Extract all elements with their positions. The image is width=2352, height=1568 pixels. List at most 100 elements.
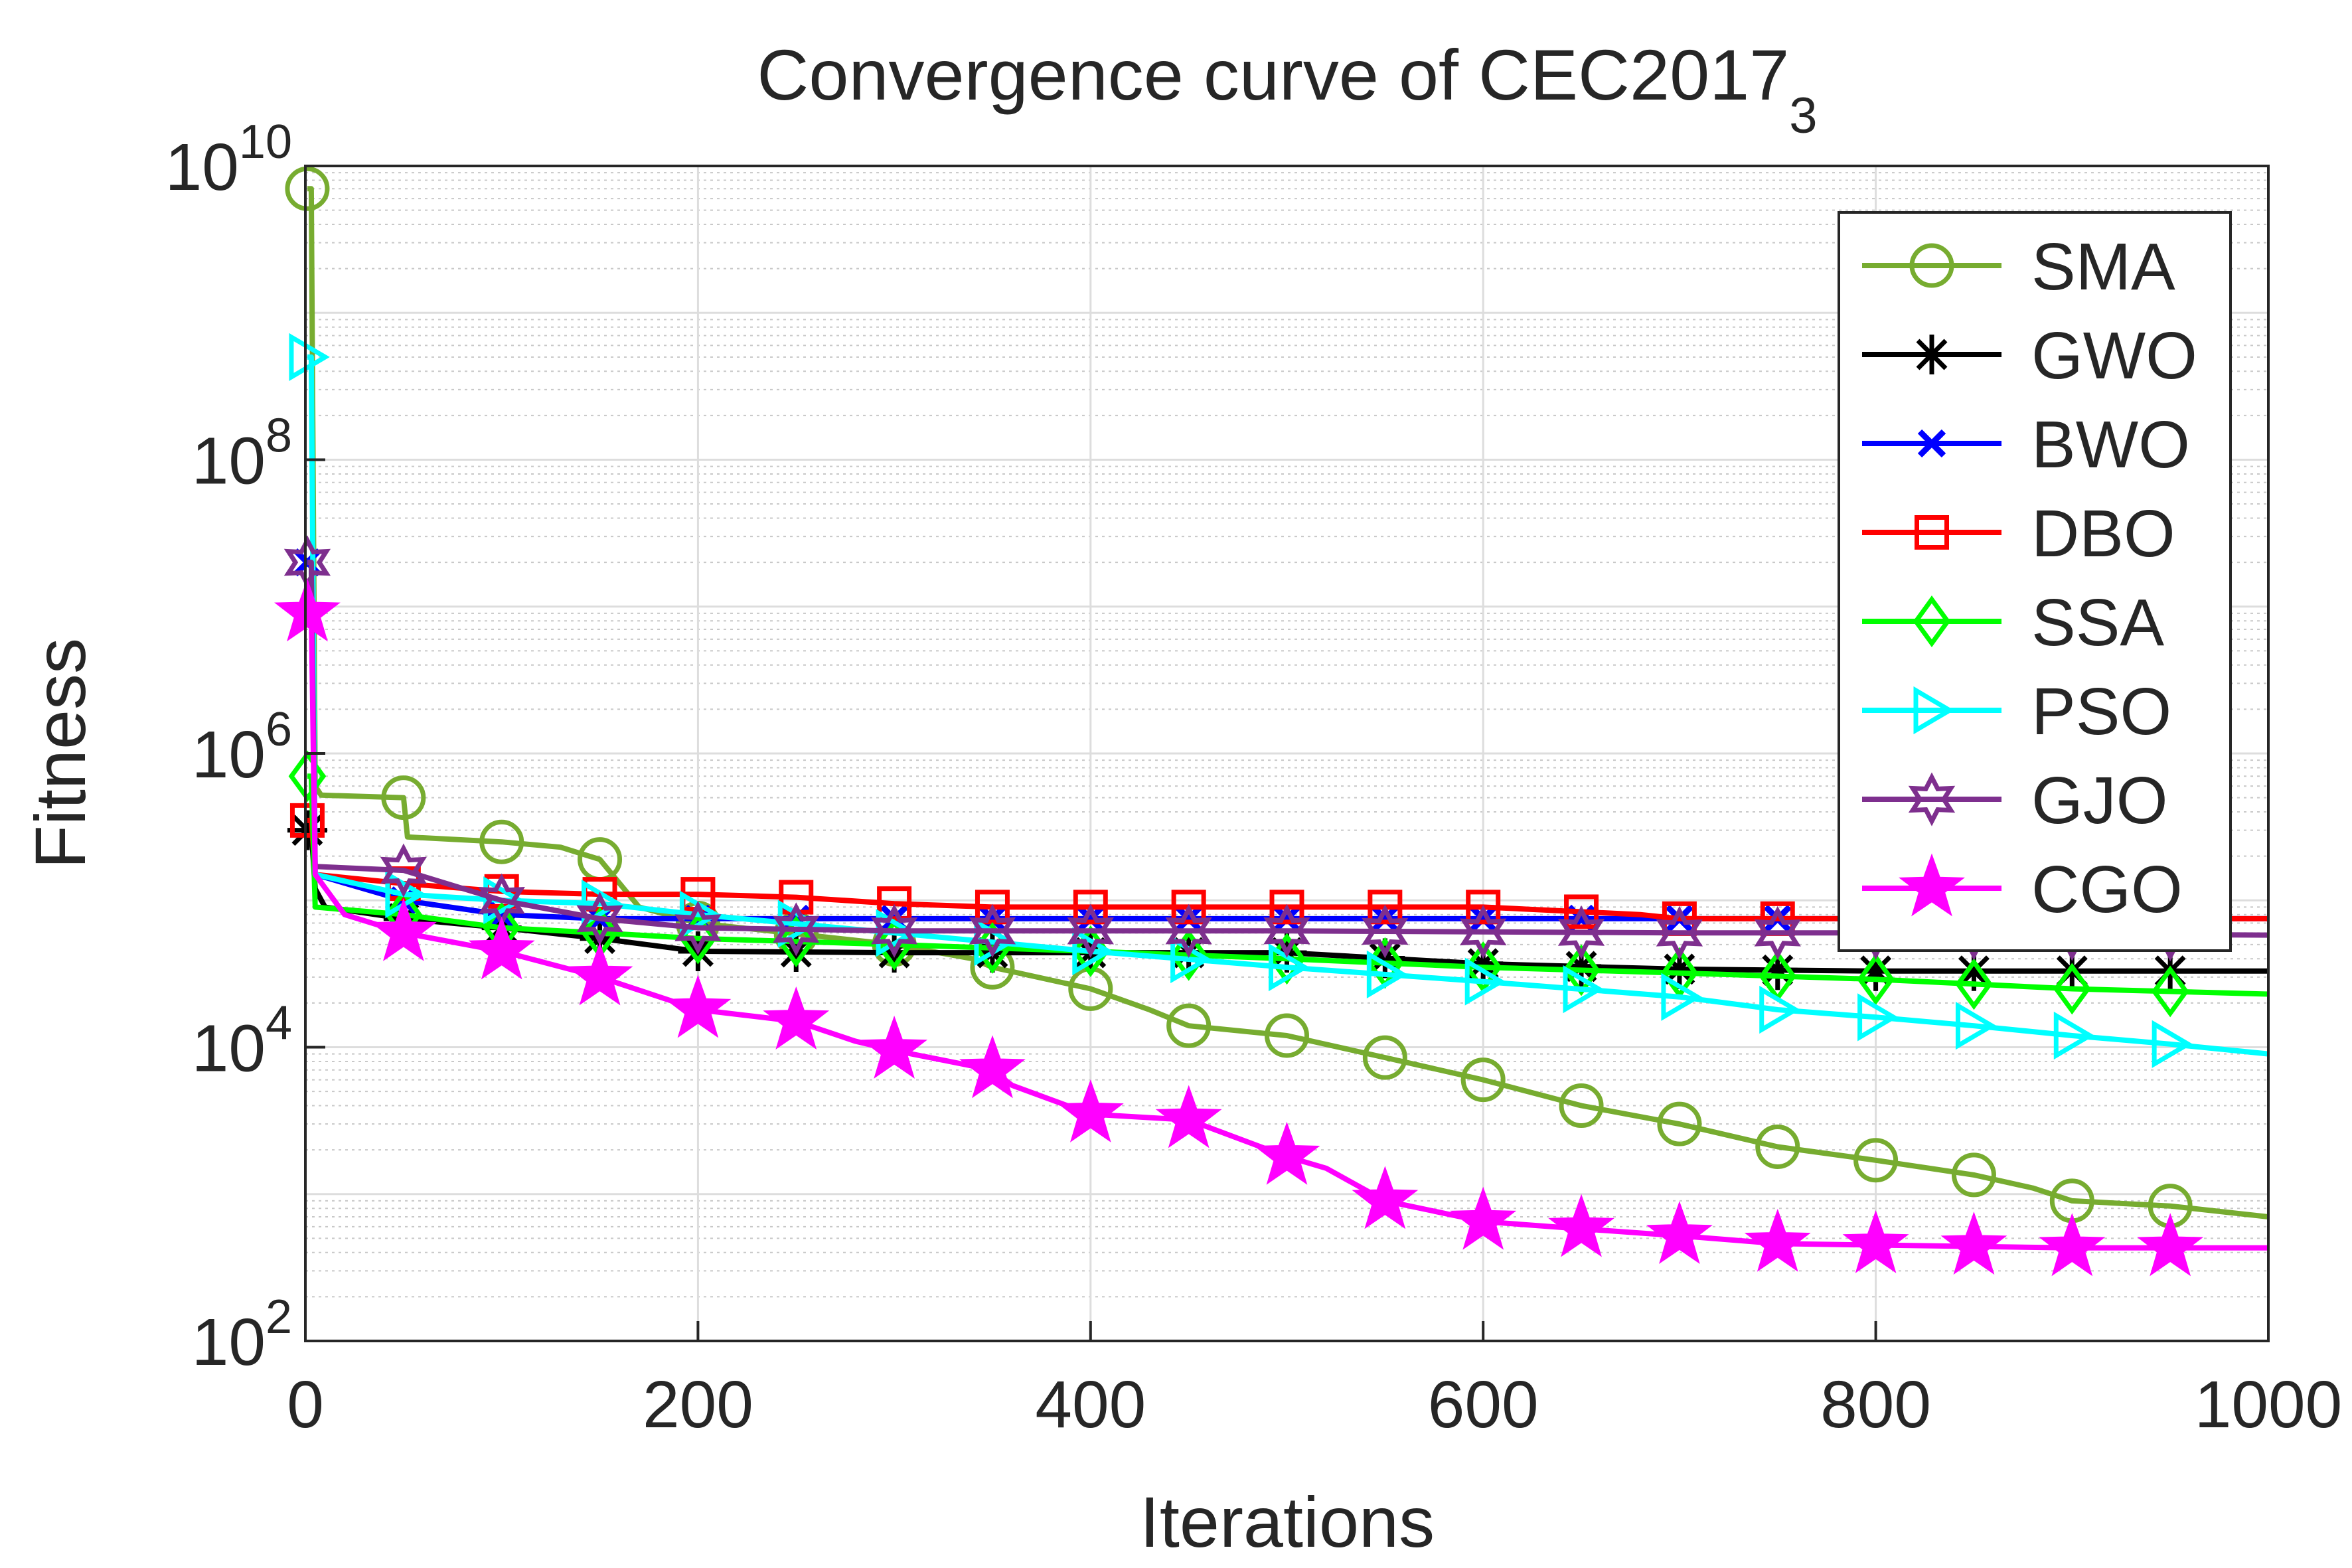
data-point-marker: [582, 880, 623, 928]
data-point-marker: [2151, 965, 2189, 1018]
series-cgo: [274, 578, 2268, 1277]
chart-title: Convergence curve of CEC20173: [757, 35, 1817, 144]
legend-item-gjo: GJO: [1862, 763, 2168, 838]
data-point-marker: [1171, 890, 1206, 925]
legend-label: CGO: [2031, 852, 2183, 927]
legend-label: PSO: [2031, 674, 2171, 749]
legend-label: SSA: [2031, 586, 2164, 660]
data-point-marker: [1562, 944, 1601, 996]
series-pso: [289, 333, 2269, 1068]
legend-label: GJO: [2031, 763, 2168, 838]
y-tick-label: 108: [192, 410, 292, 499]
data-point-marker: [380, 843, 427, 898]
data-point-marker: [1744, 1208, 1811, 1272]
y-axis-label: Fitness: [20, 638, 100, 869]
data-point-marker: [1450, 1186, 1517, 1250]
data-point-marker: [1155, 1085, 1222, 1148]
data-point-marker: [1917, 429, 1946, 458]
data-point-marker: [370, 898, 437, 961]
data-point-marker: [2152, 1020, 2193, 1068]
data-point-marker: [1073, 890, 1108, 925]
data-point-marker: [1273, 904, 1301, 933]
data-point-marker: [1459, 905, 1507, 959]
data-point-marker: [1955, 958, 1993, 1010]
data-point-marker: [1263, 903, 1310, 958]
data-point-marker: [576, 892, 623, 946]
data-point-marker: [1659, 949, 1699, 989]
data-point-marker: [777, 915, 815, 968]
legend-label: BWO: [2031, 408, 2190, 482]
legend-item-pso: PSO: [1862, 674, 2171, 749]
data-point-marker: [1269, 890, 1304, 925]
data-point-marker: [1466, 890, 1501, 925]
x-tick-label: 200: [643, 1368, 753, 1442]
data-point-marker: [1915, 515, 1949, 550]
data-point-marker: [1557, 905, 1605, 960]
data-point-marker: [1464, 941, 1502, 994]
legend-label: GWO: [2031, 319, 2197, 393]
y-tick-base: 10: [192, 1012, 266, 1086]
x-axis-label: Iterations: [1140, 1482, 1435, 1562]
x-axis-ticks: 0 200 400 600 800 1000: [287, 1321, 2342, 1442]
series-layer: [274, 166, 2269, 1277]
data-point-marker: [1754, 905, 1801, 960]
legend-box: [1838, 211, 2232, 952]
data-point-marker: [1908, 772, 1956, 826]
data-point-marker: [1548, 1194, 1614, 1257]
data-point-marker: [1899, 853, 1965, 917]
data-point-marker: [1463, 943, 1504, 984]
data-point-marker: [1564, 894, 1599, 929]
data-point-marker: [1166, 1003, 1212, 1048]
data-point-marker: [674, 900, 722, 955]
data-point-marker: [1067, 903, 1115, 958]
data-point-marker: [468, 916, 535, 980]
data-point-marker: [1561, 946, 1602, 986]
data-point-marker: [1912, 335, 1952, 374]
data-point-marker: [1559, 1083, 1604, 1129]
data-point-marker: [381, 775, 426, 821]
data-point-marker: [1563, 965, 1604, 1014]
data-point-marker: [1913, 595, 1951, 647]
data-point-marker: [1253, 1121, 1320, 1185]
data-point-marker: [1857, 993, 1899, 1042]
data-point-marker: [274, 578, 341, 642]
data-point-marker: [1362, 1035, 1407, 1080]
y-tick-exponent: 2: [266, 1291, 292, 1344]
data-point-marker: [2053, 963, 2091, 1015]
data-point-marker: [959, 1035, 1026, 1099]
data-point-marker: [1913, 686, 1954, 735]
data-point-marker: [1371, 904, 1399, 933]
data-point-marker: [1755, 1124, 1800, 1169]
data-point-marker: [287, 810, 327, 850]
data-point-marker: [479, 819, 524, 864]
y-tick-exponent: 6: [266, 703, 292, 756]
data-point-marker: [773, 902, 820, 957]
data-point-marker: [1656, 905, 1703, 960]
data-point-marker: [566, 942, 633, 1006]
data-point-marker: [288, 750, 327, 803]
legend-item-ssa: SSA: [1862, 586, 2164, 660]
data-point-marker: [1657, 1101, 1702, 1146]
data-point-marker: [1646, 1201, 1713, 1265]
data-point-marker: [1352, 1166, 1419, 1229]
data-point-marker: [1954, 951, 1994, 991]
y-tick-label: 104: [192, 997, 292, 1086]
data-point-marker: [1853, 1138, 1899, 1183]
data-point-marker: [1174, 904, 1203, 933]
data-point-marker: [289, 333, 330, 381]
data-point-marker: [969, 903, 1016, 958]
x-tick-label: 600: [1428, 1368, 1539, 1442]
chart-title-text: Convergence curve of CEC2017: [757, 35, 1789, 115]
y-tick-exponent: 10: [239, 116, 292, 169]
data-point-marker: [1076, 904, 1105, 933]
x-tick-label: 800: [1820, 1368, 1931, 1442]
data-point-marker: [1072, 927, 1113, 976]
legend-label: SMA: [2031, 230, 2175, 304]
data-point-marker: [1951, 1152, 1996, 1198]
y-tick-label: 1010: [165, 116, 292, 204]
data-point-marker: [1855, 951, 1896, 991]
data-point-marker: [289, 803, 325, 838]
data-point-marker: [1955, 1002, 1997, 1050]
y-tick-exponent: 8: [266, 410, 292, 463]
